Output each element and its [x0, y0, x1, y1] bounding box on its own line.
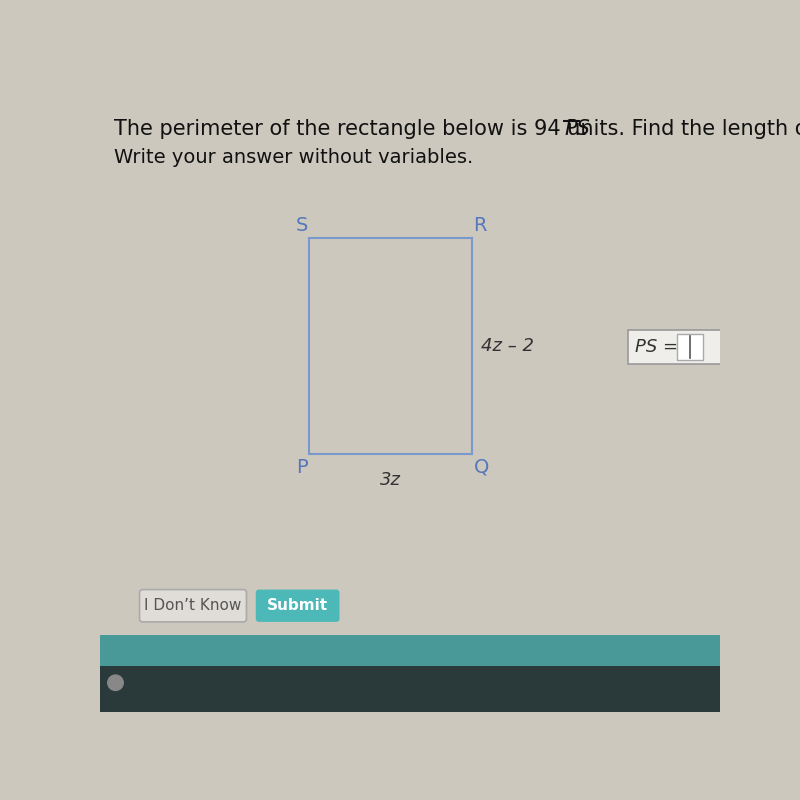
- Text: P: P: [296, 458, 308, 477]
- Circle shape: [108, 675, 123, 690]
- Bar: [100, 635, 720, 666]
- Text: .: .: [581, 119, 587, 139]
- FancyBboxPatch shape: [256, 590, 339, 622]
- Bar: [310, 238, 472, 454]
- Text: Q: Q: [474, 458, 489, 477]
- Text: Submit: Submit: [267, 598, 328, 614]
- Text: PS: PS: [564, 119, 590, 139]
- Text: 3z: 3z: [380, 471, 401, 489]
- Text: S: S: [295, 215, 308, 234]
- Bar: [677, 334, 703, 360]
- Bar: [100, 666, 720, 712]
- Text: R: R: [474, 215, 487, 234]
- Text: The perimeter of the rectangle below is 94 units. Find the length of side: The perimeter of the rectangle below is …: [114, 119, 800, 139]
- FancyBboxPatch shape: [139, 590, 246, 622]
- Text: I Don’t Know: I Don’t Know: [144, 598, 242, 614]
- FancyBboxPatch shape: [628, 330, 721, 364]
- Text: Write your answer without variables.: Write your answer without variables.: [114, 148, 474, 167]
- Text: 4z – 2: 4z – 2: [482, 338, 534, 355]
- Text: PS =: PS =: [634, 338, 684, 356]
